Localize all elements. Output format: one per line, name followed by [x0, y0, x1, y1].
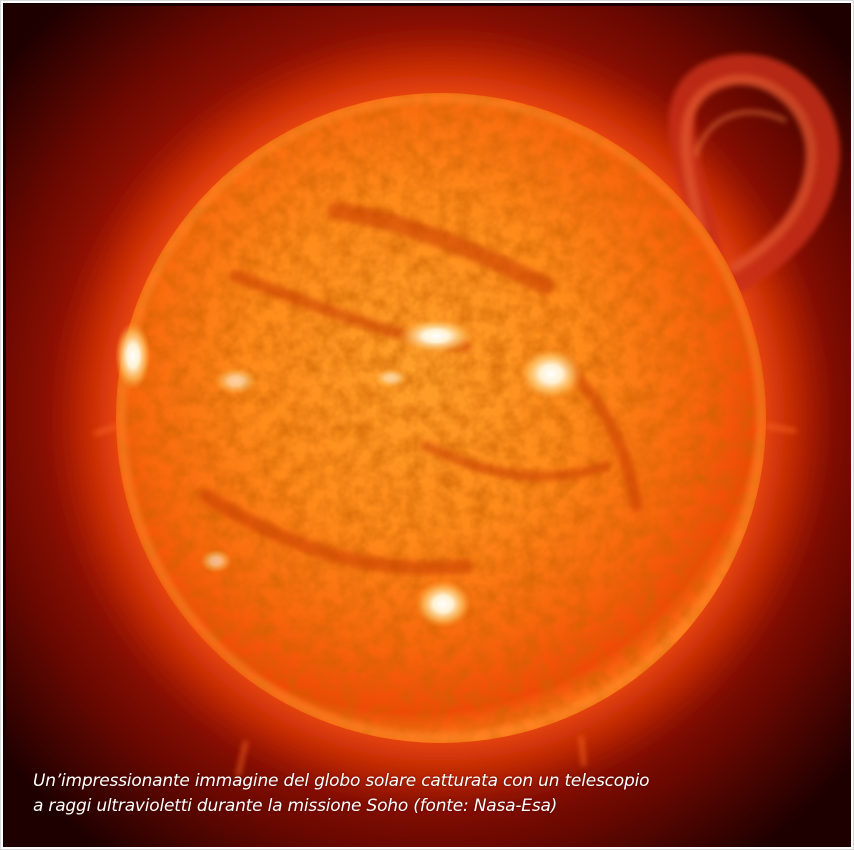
active-regions: [115, 318, 583, 628]
caption-line-2: a raggi ultravioletti durante la mission…: [33, 796, 558, 816]
caption-line-1: Un’impressionante immagine del globo sol…: [33, 771, 650, 791]
sun-photo: [6, 6, 851, 847]
prominence: [668, 54, 840, 294]
photo-caption: Un’impressionante immagine del globo sol…: [33, 769, 833, 819]
